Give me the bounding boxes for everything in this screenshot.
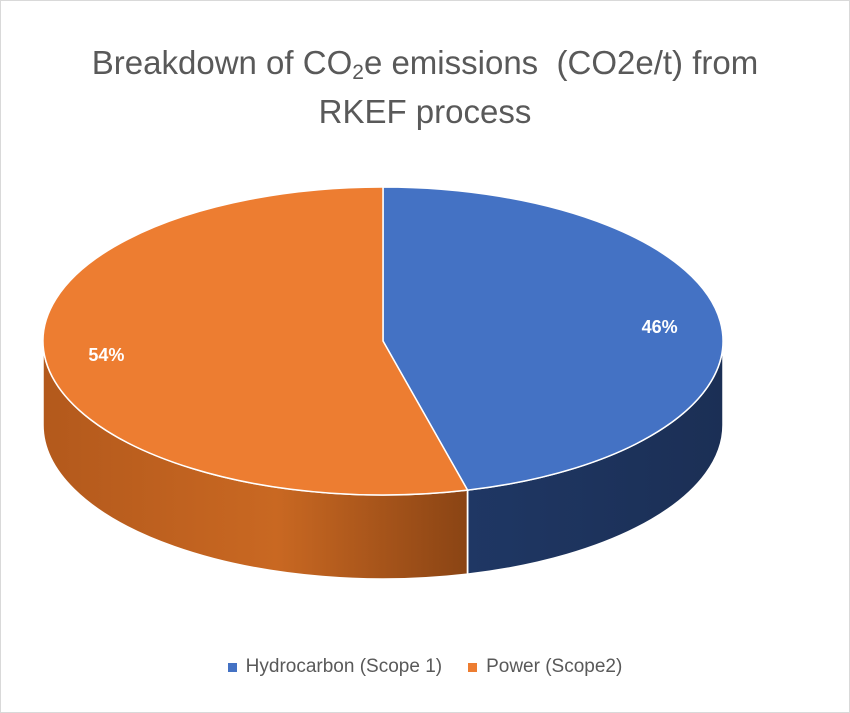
chart-title-subscript: 2 <box>352 61 364 84</box>
legend-item-power: Power (Scope2) <box>468 656 622 678</box>
pie-top-group <box>42 186 724 496</box>
legend: Hydrocarbon (Scope 1) Power (Scope2) <box>0 656 850 678</box>
chart-title-part-1: Breakdown of CO <box>91 44 353 81</box>
legend-swatch-power <box>468 662 478 672</box>
legend-swatch-hydrocarbon <box>227 662 237 672</box>
chart-title: Breakdown of CO2e emissions (CO2e/t) fro… <box>0 38 850 136</box>
chart-title-part-2: e emissions (CO2e/t) from <box>363 44 759 81</box>
data-label-hydrocarbon: 46% <box>642 317 678 337</box>
data-label-power: 54% <box>88 345 124 365</box>
pie-slice-hydrocarbon <box>382 186 724 491</box>
legend-label-power: Power (Scope2) <box>486 656 623 677</box>
legend-item-hydrocarbon: Hydrocarbon (Scope 1) <box>227 656 443 678</box>
legend-label-hydrocarbon: Hydrocarbon (Scope 1) <box>245 656 443 677</box>
chart-title-line-2: RKEF process <box>318 93 532 130</box>
pie-labels-group: 46% 54% <box>88 317 677 365</box>
pie-slice-power <box>42 186 469 496</box>
